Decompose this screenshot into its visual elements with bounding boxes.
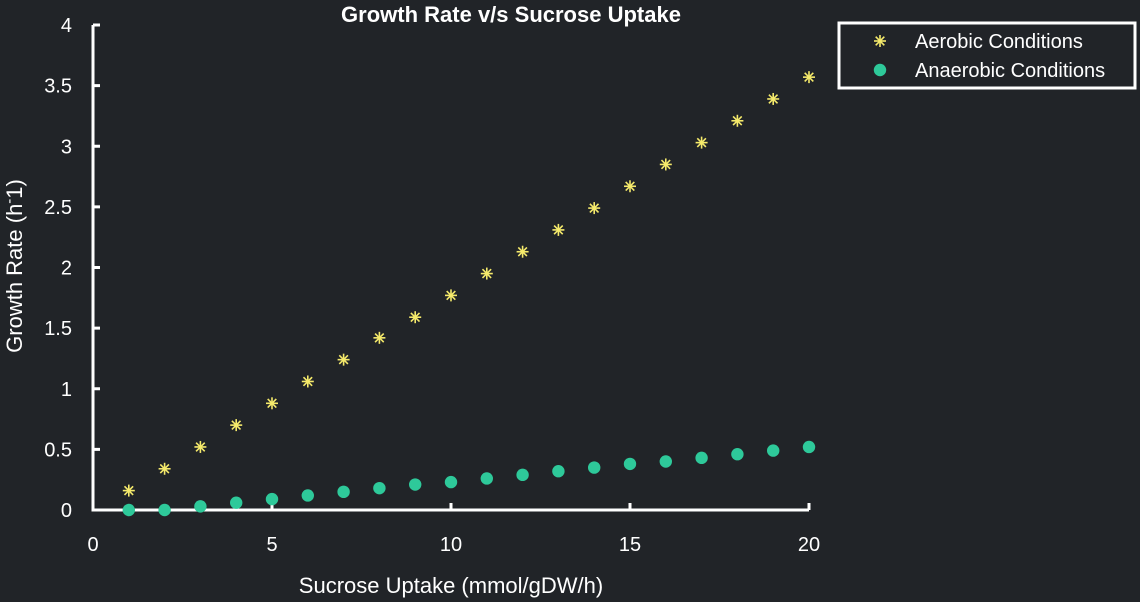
y-tick-label: 3.5	[44, 76, 72, 98]
y-tick-label: 3	[61, 136, 72, 158]
data-point	[409, 311, 422, 324]
data-point	[445, 289, 457, 302]
data-point	[122, 484, 135, 497]
data-point	[194, 440, 207, 453]
legend-label: Aerobic Conditions	[915, 31, 1083, 53]
data-point	[695, 451, 708, 465]
data-point	[230, 419, 243, 432]
data-point	[194, 500, 207, 513]
legend: Aerobic Conditions Anaerobic Conditions	[837, 21, 1137, 90]
y-axis-label-superscript: -	[1, 199, 18, 204]
data-point	[623, 457, 637, 471]
data-point	[480, 267, 493, 280]
data-point	[624, 180, 636, 193]
x-tick-label: 15	[619, 534, 641, 556]
legend-entries: Aerobic Conditions Anaerobic Conditions	[873, 31, 1105, 82]
data-point	[158, 503, 171, 517]
y-tick-label: 4	[61, 15, 72, 37]
data-point	[659, 455, 672, 468]
y-tick-label: 1.5	[44, 318, 72, 340]
chart-title: Growth Rate v/s Sucrose Uptake	[341, 2, 681, 27]
data-point	[731, 114, 744, 127]
data-point	[301, 375, 314, 388]
data-point	[158, 462, 171, 475]
data-point	[516, 468, 529, 482]
x-axis-label: Sucrose Uptake (mmol/gDW/h)	[299, 573, 603, 598]
x-tick-label: 10	[440, 534, 462, 556]
data-point	[301, 489, 314, 502]
data-point	[695, 136, 708, 149]
data-point	[552, 223, 565, 236]
legend-marker	[874, 35, 886, 47]
y-axis-label: Growth Rate (h-1)	[1, 179, 27, 353]
data-point	[230, 496, 243, 509]
data-point	[373, 331, 386, 344]
y-ticks: 0 0.5 1 1.5 2 2.5 3 3.5 4	[44, 15, 100, 522]
data-point	[266, 397, 278, 410]
data-point	[337, 485, 350, 499]
x-tick-label: 20	[798, 534, 820, 556]
data-point	[480, 472, 493, 485]
y-tick-label: 2	[61, 258, 72, 280]
data-point	[552, 465, 565, 478]
data-point	[444, 475, 458, 489]
data-point	[659, 158, 672, 171]
data-point	[731, 448, 744, 461]
data-point	[767, 444, 780, 457]
data-point	[803, 71, 815, 84]
data-series	[122, 71, 816, 517]
data-point	[516, 245, 529, 258]
y-axis-label-end: 1)	[2, 179, 27, 199]
y-tick-label: 0.5	[44, 439, 72, 461]
data-point	[265, 492, 279, 506]
y-axis-label-main: Growth Rate (h	[2, 204, 27, 353]
x-tick-label: 0	[87, 534, 98, 556]
data-point	[588, 202, 601, 215]
data-point	[409, 478, 422, 491]
data-point	[802, 440, 816, 454]
legend-marker	[873, 63, 887, 77]
data-point	[767, 92, 780, 105]
y-tick-label: 0	[61, 500, 72, 522]
data-point	[588, 461, 601, 474]
legend-box	[837, 21, 1137, 90]
data-point	[373, 481, 386, 495]
data-point	[337, 353, 350, 366]
y-tick-label: 2.5	[44, 197, 72, 219]
x-ticks: 0 5 10 15 20	[87, 503, 820, 556]
series-aerobic	[122, 71, 815, 497]
axes	[91, 25, 809, 512]
x-tick-label: 5	[266, 534, 277, 556]
data-point	[122, 503, 135, 517]
legend-label: Anaerobic Conditions	[915, 60, 1105, 82]
series-anaerobic	[122, 440, 816, 517]
y-tick-label: 1	[61, 379, 72, 401]
